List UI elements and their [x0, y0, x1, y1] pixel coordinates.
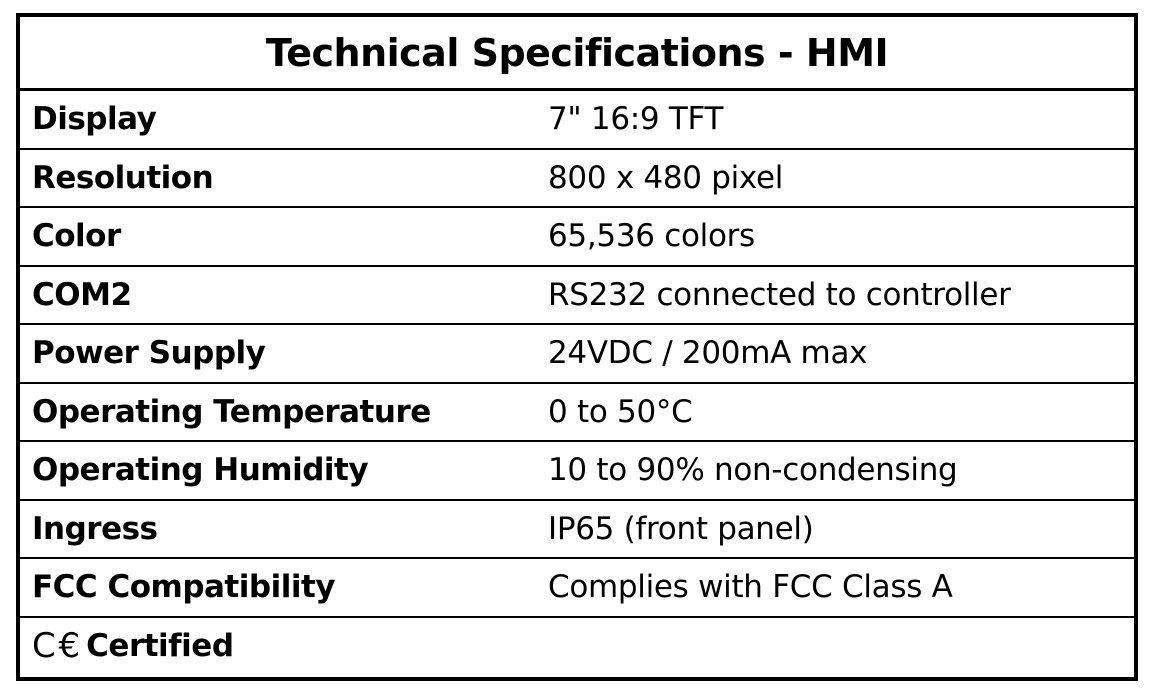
spec-value: 0 to 50°C	[548, 393, 693, 430]
certification-row: C € Certified	[20, 618, 1134, 675]
spec-table: Technical Specifications - HMI Display 7"…	[16, 13, 1138, 681]
spec-value: 24VDC / 200mA max	[548, 335, 868, 372]
spec-value: Complies with FCC Class A	[548, 569, 953, 606]
table-row: Operating Humidity 10 to 90% non-condensi…	[20, 442, 1134, 501]
spec-value: 10 to 90% non-condensing	[548, 452, 958, 489]
spec-label: Resolution	[32, 159, 214, 196]
table-row: Operating Temperature 0 to 50°C	[20, 384, 1134, 442]
table-row: COM2 RS232 connected to controller	[20, 267, 1134, 325]
spec-value: IP65 (front panel)	[548, 510, 814, 547]
spec-label: Power Supply	[32, 335, 266, 372]
spec-label: Operating Humidity	[32, 452, 369, 489]
table-row: Power Supply 24VDC / 200mA max	[20, 325, 1134, 384]
spec-label: Color	[32, 218, 121, 255]
spec-label: Display	[32, 101, 157, 138]
spec-label: COM2	[32, 276, 132, 313]
spec-label: Ingress	[32, 510, 158, 547]
table-row: Resolution 800 x 480 pixel	[20, 150, 1134, 208]
table-row: Display 7" 16:9 TFT	[20, 91, 1134, 150]
spec-value: 65,536 colors	[548, 218, 755, 255]
certification-label: Certified	[86, 627, 234, 664]
spec-value: 800 x 480 pixel	[548, 159, 784, 196]
spec-value: RS232 connected to controller	[548, 276, 1011, 313]
table-row: Ingress IP65 (front panel)	[20, 501, 1134, 559]
table-row: FCC Compatibility Complies with FCC Class…	[20, 559, 1134, 618]
table-row: Color 65,536 colors	[20, 208, 1134, 267]
spec-value: 7" 16:9 TFT	[548, 101, 724, 138]
table-title: Technical Specifications - HMI	[20, 17, 1134, 91]
spec-label: Operating Temperature	[32, 393, 431, 430]
spec-label: FCC Compatibility	[32, 569, 335, 606]
ce-mark-icon: C €	[32, 625, 80, 666]
